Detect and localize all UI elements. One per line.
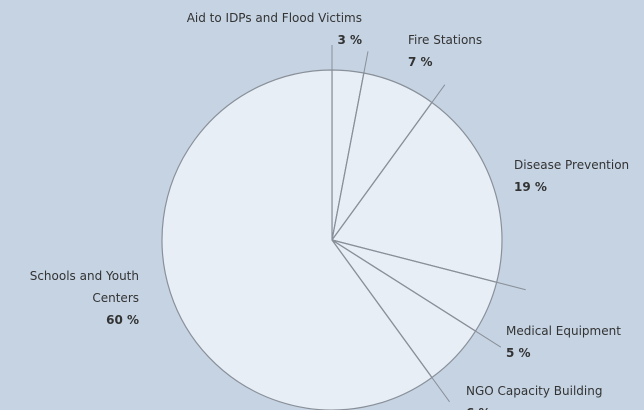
pie-slice [161, 69, 433, 410]
value-label: 3 % [337, 33, 362, 47]
category-name: Medical Equipment [506, 324, 621, 338]
leader-line [331, 239, 450, 403]
leader-line [331, 84, 446, 241]
leader-line [331, 239, 526, 291]
category-name: Fire Stations [408, 33, 483, 47]
category-name: Aid to IDPs and Flood Victims [186, 11, 362, 25]
slice-label: Disease Prevention 19 % [514, 154, 644, 198]
value-label: 5 % [506, 346, 531, 360]
slice-label: Schools and Youth Centers 60 % [8, 265, 139, 331]
value-label: 60 % [106, 313, 139, 327]
slice-label: NGO Capacity Building 6 % [466, 380, 644, 410]
category-name: NGO Capacity Building [466, 384, 603, 398]
slice-label: Medical Equipment 5 % [506, 320, 644, 364]
category-name: Disease Prevention [514, 158, 630, 172]
slice-label: Fire Stations 7 % [408, 29, 558, 73]
pie-slice [330, 101, 503, 284]
leader-line [331, 239, 502, 348]
leader-line [331, 51, 369, 241]
slice-label: Aid to IDPs and Flood Victims 3 % [150, 7, 362, 51]
value-label: 19 % [514, 180, 547, 194]
category-name: Schools and Youth Centers [29, 269, 139, 305]
value-label: 6 % [466, 402, 644, 410]
value-label: 7 % [408, 55, 433, 69]
